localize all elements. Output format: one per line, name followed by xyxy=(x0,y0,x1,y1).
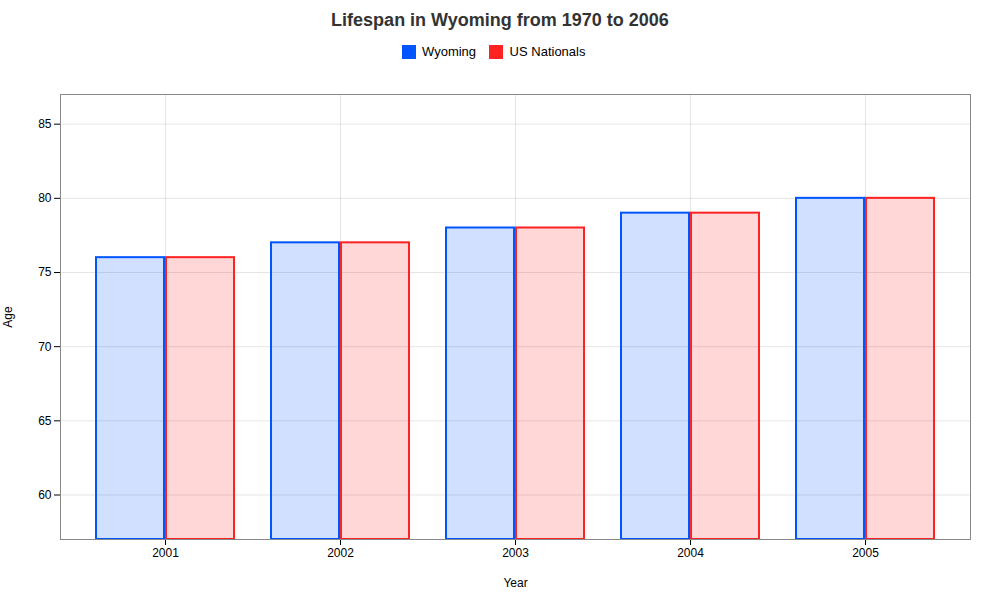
html-text:Wyoming: Wyoming xyxy=(422,44,477,59)
svg-text:70: 70 xyxy=(38,339,52,353)
svg-text:2003: 2003 xyxy=(502,546,529,560)
svg-text:Year: Year xyxy=(503,575,527,589)
svg-text:65: 65 xyxy=(38,413,52,427)
svg-text:2004: 2004 xyxy=(677,546,704,560)
svg-text:2001: 2001 xyxy=(152,546,179,560)
html-text:Lifespan in Wyoming from 1970: Lifespan in Wyoming from 1970 to 2006 xyxy=(331,10,669,30)
svg-text:85: 85 xyxy=(38,117,52,131)
svg-text:Age: Age xyxy=(1,306,15,328)
svg-text:2002: 2002 xyxy=(327,546,354,560)
svg-text:80: 80 xyxy=(38,191,52,205)
svg-text:75: 75 xyxy=(38,265,52,279)
html-text:US Nationals: US Nationals xyxy=(509,44,586,59)
svg-text:2005: 2005 xyxy=(852,546,879,560)
svg-text:60: 60 xyxy=(38,487,52,501)
